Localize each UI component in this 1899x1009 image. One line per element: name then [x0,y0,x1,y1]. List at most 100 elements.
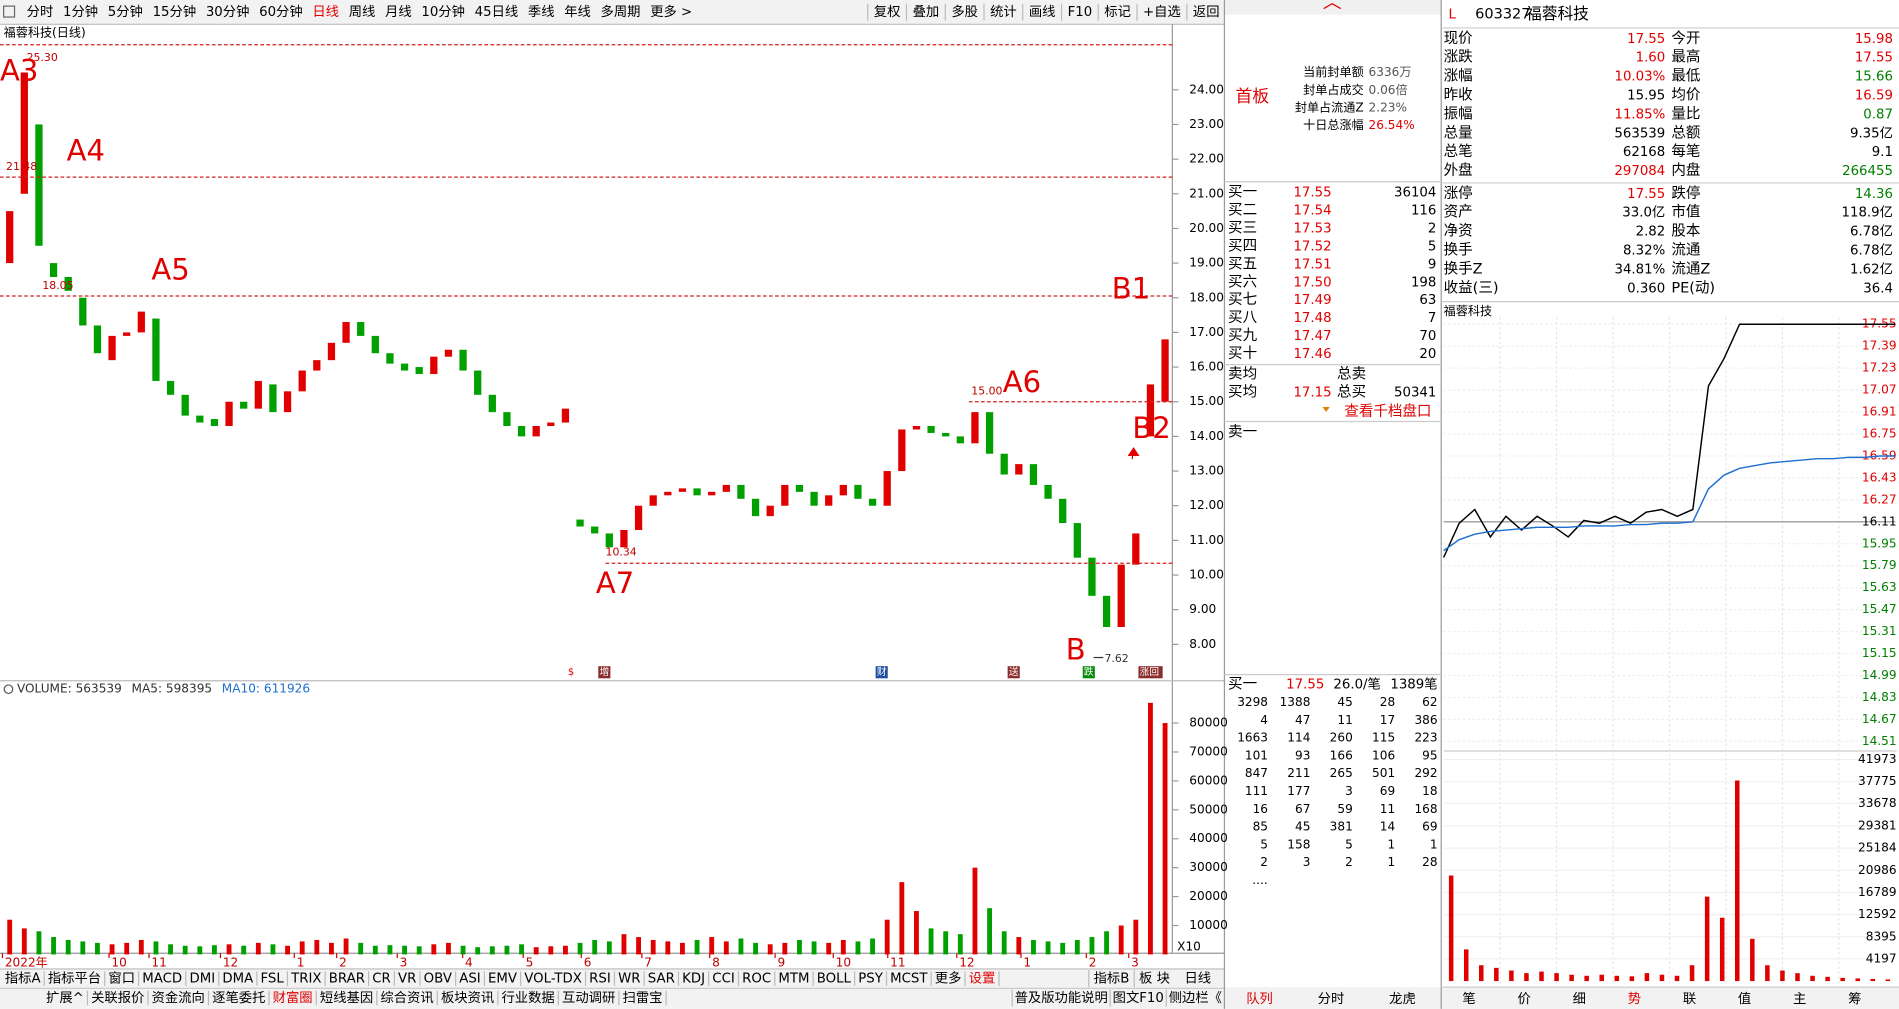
indicator-tab[interactable]: CCI [712,972,735,987]
event-label[interactable]: 增 [599,665,609,678]
tool-button[interactable]: 标记 [1104,4,1131,20]
period-tab[interactable]: 30分钟 [206,3,250,20]
event-badge[interactable] [1007,666,1020,679]
event-label[interactable]: 财 [877,665,887,678]
info-tab[interactable]: 资金流向 [152,990,205,1006]
event-badge[interactable] [1138,666,1163,679]
indicator-tab[interactable]: FSL [261,972,285,987]
tool-button[interactable]: 画线 [1029,4,1056,20]
tool-button[interactable]: +自选 [1143,4,1181,20]
indicator-tab[interactable]: TRIX [290,972,321,987]
bid-label: 买二 [1228,202,1257,219]
y-tick-label: 16.27 [1862,492,1897,506]
indicator-tab[interactable]: OBV [424,972,452,987]
side-tab[interactable]: 细 [1573,991,1586,1007]
indicator-tab[interactable]: MTM [778,972,809,987]
volume-bar [124,942,130,955]
info-tab[interactable]: 行业数据 [501,990,554,1006]
indicator-tab[interactable]: KDJ [682,972,705,987]
side-tab[interactable]: 队列 [1246,991,1273,1007]
indicator-tab[interactable]: 窗口 [108,970,135,987]
indicator-tab[interactable]: EMV [488,972,517,987]
info-tab[interactable]: 财富圈 [273,989,313,1006]
period-tab[interactable]: 1分钟 [63,3,98,20]
period-tab[interactable]: 5分钟 [108,3,143,20]
indicator-tab[interactable]: 指标A [5,971,41,987]
side-tab[interactable]: 笔 [1462,991,1475,1007]
side-tab[interactable]: 主 [1793,991,1806,1007]
period-tab[interactable]: 周线 [349,4,376,20]
side-tab[interactable]: 龙虎 [1389,991,1416,1007]
tool-button[interactable]: F10 [1068,5,1093,20]
info-tab[interactable]: 扫雷宝 [623,990,663,1006]
indicator-tab[interactable]: 更多 [935,970,962,987]
period-tab[interactable]: 45日线 [475,4,519,20]
indicator-tab[interactable]: SAR [648,972,675,987]
event-label[interactable]: 跌 [1084,665,1094,678]
indicator-tab[interactable]: BOLL [817,972,852,987]
period-tab[interactable]: 月线 [385,4,412,20]
side-tab[interactable]: 价 [1518,992,1531,1007]
info-tab[interactable]: 侧边栏《 [1169,990,1222,1006]
info-tab[interactable]: 板块资讯 [441,990,494,1006]
tool-button[interactable]: 多股 [951,3,978,20]
indicator-tab[interactable]: ASI [459,972,480,987]
side-tab[interactable]: 分时 [1318,991,1345,1007]
indicator-tab[interactable]: 设置 [969,971,996,987]
event-badge[interactable] [1082,666,1095,679]
period-tab[interactable]: 日线 [312,4,339,20]
event-label[interactable]: 涨回 [1140,666,1159,678]
indicator-tab[interactable]: WR [618,972,640,987]
candle [1132,533,1140,565]
period-tab[interactable]: 更多 > [650,3,692,20]
tool-button[interactable]: 复权 [874,3,901,20]
event-label[interactable]: $ [568,667,574,678]
side-tab[interactable]: 值 [1738,991,1751,1007]
indicator-tab[interactable]: RSI [589,972,611,987]
info-tab[interactable]: 扩展^ [46,990,84,1006]
info-tab[interactable]: 互动调研 [562,990,615,1006]
collapse-icon[interactable] [1323,3,1341,10]
indicator-tab[interactable]: 指标平台 [48,971,101,987]
side-tab[interactable]: 筹 [1848,990,1861,1007]
indicator-tab[interactable]: 指标B [1094,971,1130,987]
info-tab[interactable]: 综合资讯 [380,990,433,1006]
y-tick-label: 41973 [1858,752,1897,766]
info-tab[interactable]: 普及版功能说明 [1015,990,1108,1006]
event-badge[interactable] [598,666,611,679]
info-tab[interactable]: 关联报价 [91,990,144,1006]
period-tab[interactable]: 10分钟 [421,3,465,20]
tool-button[interactable]: 叠加 [913,4,940,20]
period-label[interactable]: 日线 [1184,971,1211,987]
tool-button[interactable]: 返回 [1193,4,1220,20]
indicator-tab[interactable]: DMI [189,972,215,987]
indicator-tab[interactable]: BRAR [329,972,365,987]
indicator-tab[interactable]: VR [398,972,416,987]
quote-label: 最高 [1671,49,1700,66]
indicator-tab[interactable]: ROC [742,972,771,987]
indicator-tab[interactable]: MACD [142,972,182,987]
period-tab[interactable]: 季线 [528,4,555,20]
period-tab[interactable]: 多周期 [601,3,641,20]
queue-cell: 1663 [1237,731,1268,745]
indicator-tab[interactable]: 板 块 [1139,971,1170,987]
period-tab[interactable]: 15分钟 [153,3,197,20]
event-badge[interactable] [875,666,888,679]
indicator-tab[interactable]: MCST [890,972,928,987]
info-tab[interactable]: 逐笔委托 [212,990,265,1006]
side-tab[interactable]: 势 [1628,991,1641,1007]
period-tab[interactable]: 年线 [564,4,591,20]
period-tab[interactable]: 60分钟 [259,3,303,20]
indicator-tab[interactable]: DMA [222,972,253,987]
period-tab[interactable]: 分时 [27,4,54,20]
indicator-tab[interactable]: PSY [858,972,883,987]
indicator-tab[interactable]: CR [372,972,391,987]
event-label[interactable]: 送 [1009,665,1019,678]
indicator-tab[interactable]: VOL-TDX [524,972,582,987]
side-tab[interactable]: 联 [1683,991,1696,1007]
info-tab[interactable]: 短线基因 [320,990,373,1006]
candle [634,505,643,530]
tool-button[interactable]: 统计 [990,4,1017,20]
info-tab[interactable]: 图文F10 [1113,990,1164,1006]
depth-link[interactable]: 查看千档盘口 [1344,402,1431,420]
